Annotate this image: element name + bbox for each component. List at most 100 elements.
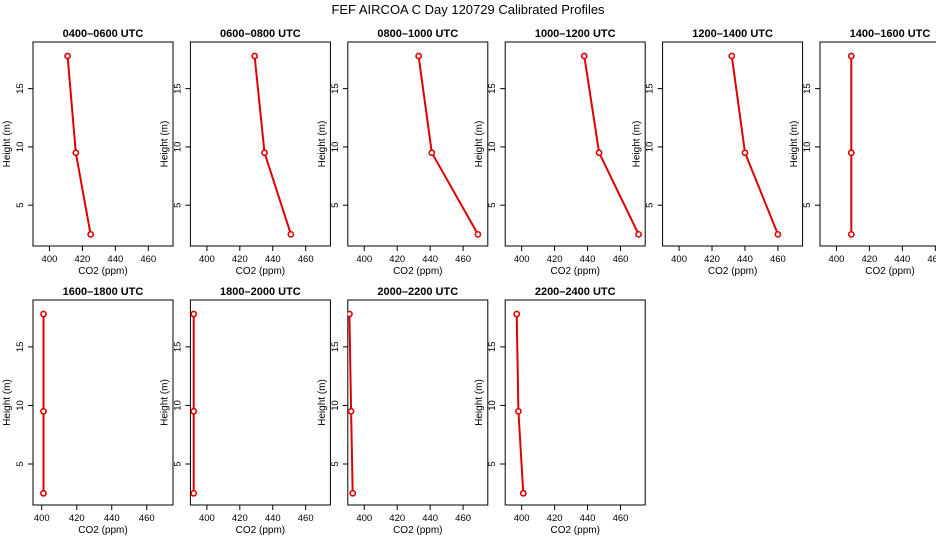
profile-point (40, 489, 47, 497)
y-axis-label: Height (m) (317, 121, 328, 168)
y-tick-label: 5 (487, 203, 498, 208)
panel-title: 0800–1000 UTC (377, 28, 458, 40)
profile-series (415, 52, 482, 238)
profile-point (40, 407, 47, 415)
panel-title: 1600–1800 UTC (63, 286, 144, 298)
profile-panel-3: 0800–1000 UTC 400 420 440 460 5 10 15 CO2 (ppm) H… (317, 28, 489, 277)
x-axis-label: CO2 (ppm) (393, 525, 442, 536)
panel-title: 1200–1400 UTC (692, 28, 773, 40)
profile-panel-7: 1600–1800 UTC 400 420 440 460 5 10 15 CO2 (ppm) H… (2, 286, 174, 536)
x-tick-label: 440 (894, 254, 910, 265)
panel-title: 1000–1200 UTC (535, 28, 616, 40)
profile-line (66, 55, 92, 235)
y-tick-label: 5 (330, 203, 341, 208)
profile-point (474, 230, 482, 238)
profile-panel-9: 2000–2200 UTC 400 420 440 460 5 10 15 CO2 (ppm) H… (317, 286, 489, 536)
profile-point (728, 52, 736, 60)
profile-point (72, 149, 80, 157)
profile-line (515, 314, 525, 494)
plot-frame (347, 41, 489, 247)
profile-panel-8: 1800–2000 UTC 400 420 440 460 5 10 15 CO2 (ppm) H… (159, 286, 331, 536)
y-tick-label: 5 (172, 203, 183, 208)
y-tick-label: 15 (487, 342, 498, 353)
y-tick-label: 15 (172, 342, 183, 353)
x-tick-label: 400 (829, 254, 845, 265)
profile-point (847, 52, 855, 60)
x-tick-label: 460 (613, 513, 629, 524)
x-axis-label: CO2 (ppm) (393, 266, 442, 277)
profile-series (347, 310, 357, 497)
profile-line (583, 55, 640, 235)
y-tick-label: 15 (15, 83, 26, 94)
y-tick-label: 10 (330, 142, 341, 153)
x-tick-label: 460 (298, 254, 314, 265)
panel-title: 0400–0600 UTC (63, 28, 144, 40)
profile-line (253, 55, 292, 235)
y-tick-label: 15 (487, 83, 498, 94)
x-tick-label: 400 (34, 513, 50, 524)
profile-point (514, 407, 522, 415)
x-tick-label: 440 (580, 513, 596, 524)
plot-frame (32, 299, 174, 506)
x-tick-label: 420 (861, 254, 877, 265)
y-axis-label: Height (m) (159, 379, 170, 426)
y-tick-label: 15 (802, 83, 813, 94)
y-tick-label: 10 (802, 142, 813, 153)
profile-point (287, 230, 295, 238)
y-axis-label: Height (m) (474, 121, 485, 168)
plot-frame (662, 41, 804, 247)
x-tick-label: 400 (514, 513, 530, 524)
y-tick-label: 10 (172, 142, 183, 153)
profile-point (190, 407, 198, 415)
y-tick-label: 10 (15, 400, 26, 411)
x-tick-label: 460 (770, 254, 786, 265)
panel-title: 0600–0800 UTC (220, 28, 301, 40)
x-tick-label: 400 (42, 254, 58, 265)
profile-point (64, 52, 71, 60)
profile-point (349, 489, 357, 497)
plot-frame (32, 41, 174, 247)
y-tick-label: 5 (645, 203, 656, 208)
profile-point (847, 149, 855, 157)
profile-line (417, 55, 479, 235)
profile-series (64, 52, 95, 238)
x-tick-label: 460 (455, 254, 471, 265)
panel-title: 2200–2400 UTC (535, 286, 616, 298)
x-tick-label: 460 (139, 513, 155, 524)
x-axis-label: CO2 (ppm) (550, 266, 599, 277)
x-tick-label: 440 (422, 513, 438, 524)
y-axis-label: Height (m) (632, 121, 643, 168)
y-tick-label: 15 (330, 342, 341, 353)
x-tick-label: 440 (107, 254, 123, 265)
y-axis-label: Height (m) (2, 121, 13, 168)
profile-point (580, 52, 588, 60)
profile-panel-2: 0600–0800 UTC 400 420 440 460 5 10 15 CO2 (ppm) H… (159, 28, 331, 277)
x-tick-label: 460 (455, 513, 471, 524)
x-tick-label: 460 (298, 513, 314, 524)
y-axis-label: Height (m) (2, 379, 13, 426)
y-axis-label: Height (m) (789, 121, 800, 168)
plot-frame (819, 41, 936, 247)
panel-title: 2000–2200 UTC (377, 286, 458, 298)
x-axis-label: CO2 (ppm) (865, 266, 914, 277)
x-tick-label: 420 (74, 254, 90, 265)
profile-point (347, 407, 355, 415)
y-tick-label: 15 (15, 342, 26, 353)
x-tick-label: 400 (199, 513, 215, 524)
x-tick-label: 400 (356, 513, 372, 524)
profile-series (251, 52, 295, 238)
y-axis-label: Height (m) (317, 379, 328, 426)
plot-frame (347, 299, 489, 506)
profile-series (40, 310, 47, 497)
y-tick-label: 10 (487, 142, 498, 153)
profile-point (347, 310, 353, 318)
profile-point (87, 230, 95, 238)
x-axis-label: CO2 (ppm) (550, 525, 599, 536)
profile-point (635, 230, 643, 238)
y-tick-label: 10 (15, 142, 26, 153)
plot-frame (189, 41, 331, 247)
x-tick-label: 420 (547, 513, 563, 524)
profile-point (190, 310, 198, 318)
profile-point (519, 489, 527, 497)
